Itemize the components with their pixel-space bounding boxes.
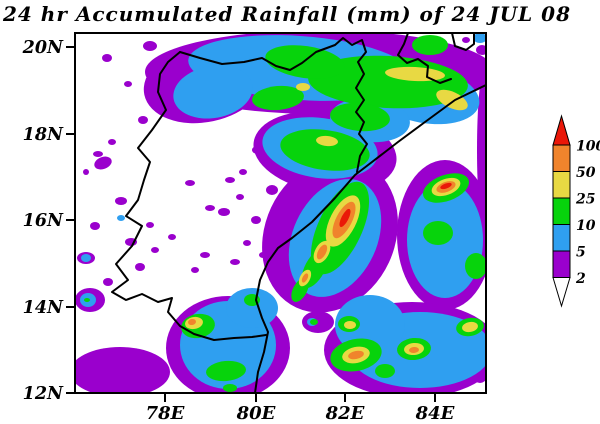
figure-title: 24 hr Accumulated Rainfall (mm) of 24 JU… (3, 2, 571, 26)
contour-patch (462, 321, 478, 333)
colorbar-segment (552, 144, 571, 172)
contour-patch (151, 247, 159, 253)
y-tick-label: 18N (23, 125, 64, 145)
contour-patch (225, 177, 235, 183)
contour-patch (135, 263, 145, 271)
axis-ticks (66, 46, 436, 402)
colorbar-top-arrow (552, 114, 571, 146)
boundary-line (179, 37, 368, 173)
contour-patch (440, 182, 452, 190)
contour-patch (265, 45, 345, 79)
contour-patch (81, 254, 91, 262)
contour-patch (90, 222, 100, 230)
contour-patch (226, 288, 278, 328)
contour-patch (93, 151, 103, 157)
contour-patch (146, 222, 154, 228)
contour-patch (83, 169, 89, 175)
contour-patch (138, 116, 148, 124)
contour-patch (239, 169, 247, 175)
contour-patch (473, 33, 486, 43)
y-tick-label: 16N (23, 211, 64, 231)
contour-patch (252, 146, 264, 154)
contour-patch (252, 85, 304, 111)
contour-patch (243, 240, 251, 246)
contour-patch (188, 318, 196, 326)
boundary-line (451, 33, 475, 51)
contour-patch (465, 253, 486, 279)
x-tick-label: 80E (236, 403, 276, 424)
contour-patch (423, 221, 453, 245)
contour-patch (375, 364, 395, 378)
boundary-line (397, 33, 452, 84)
contour-patch (462, 37, 470, 43)
contour-patch (143, 41, 157, 51)
x-tick-label: 78E (146, 403, 185, 424)
contour-patch (205, 205, 215, 211)
contour-patch (218, 208, 230, 216)
colorbar-label: 5 (576, 245, 586, 261)
colorbar-segment (552, 171, 571, 199)
contour-patch (103, 278, 113, 286)
contour-patch (316, 135, 338, 147)
x-tick-label: 82E (325, 403, 365, 424)
colorbar-segment (552, 197, 571, 225)
contour-patch (124, 81, 132, 87)
y-tick-label: 14N (23, 298, 64, 318)
contour-patch (191, 267, 199, 273)
y-tick-label: 12N (23, 384, 64, 404)
colorbar-label: 2 (575, 271, 586, 287)
contour-patch (173, 65, 253, 119)
colorbar-label: 10 (576, 218, 596, 234)
contour-patch (474, 373, 486, 383)
x-tick-label: 84E (415, 403, 455, 424)
contour-patch (94, 156, 112, 170)
contour-patch (185, 180, 195, 186)
contour-patch (223, 384, 237, 392)
contour-patch (339, 208, 351, 228)
contour-patch (251, 216, 261, 224)
boundary-line (254, 84, 486, 393)
y-tick-label: 20N (22, 38, 64, 58)
contour-patch (301, 273, 309, 283)
boundary-line (111, 51, 267, 341)
contour-patch (230, 259, 240, 265)
contour-patch (344, 321, 356, 329)
contour-patch (310, 319, 318, 325)
contour-patch (259, 252, 267, 258)
contour-patch (206, 360, 246, 382)
contour-patch (117, 215, 125, 221)
contour-patch (436, 89, 468, 111)
contour-patch (115, 197, 127, 205)
rainfall-contour-patches (75, 33, 486, 393)
contour-patch (75, 347, 170, 393)
colorbar-bottom-arrow (552, 277, 571, 308)
contour-patch (200, 252, 210, 258)
contour-patch (316, 244, 328, 260)
colorbar-label: 100 (576, 139, 600, 155)
map-frame (74, 32, 487, 394)
contour-patch (412, 35, 448, 55)
axis-tick-labels: 20N 18N 16N 14N 12N 78E 80E 82E 84E (22, 38, 455, 424)
colorbar-segment (552, 224, 571, 252)
contour-patch (296, 83, 310, 91)
coastline-and-borders (111, 33, 486, 393)
colorbar-label: 25 (575, 192, 595, 208)
contour-patch (476, 45, 486, 55)
colorbar-segment (552, 250, 571, 278)
contour-patch (266, 185, 278, 195)
contour-patch (84, 298, 90, 302)
contour-patch (102, 54, 112, 62)
colorbar-legend: 100 50 25 10 5 2 (552, 114, 600, 308)
contour-patch (348, 350, 364, 360)
contour-patch (108, 139, 116, 145)
contour-patch (409, 346, 419, 354)
contour-patch (168, 234, 176, 240)
contour-patch (236, 194, 244, 200)
contour-patch (280, 129, 370, 171)
colorbar-label: 50 (576, 165, 596, 181)
